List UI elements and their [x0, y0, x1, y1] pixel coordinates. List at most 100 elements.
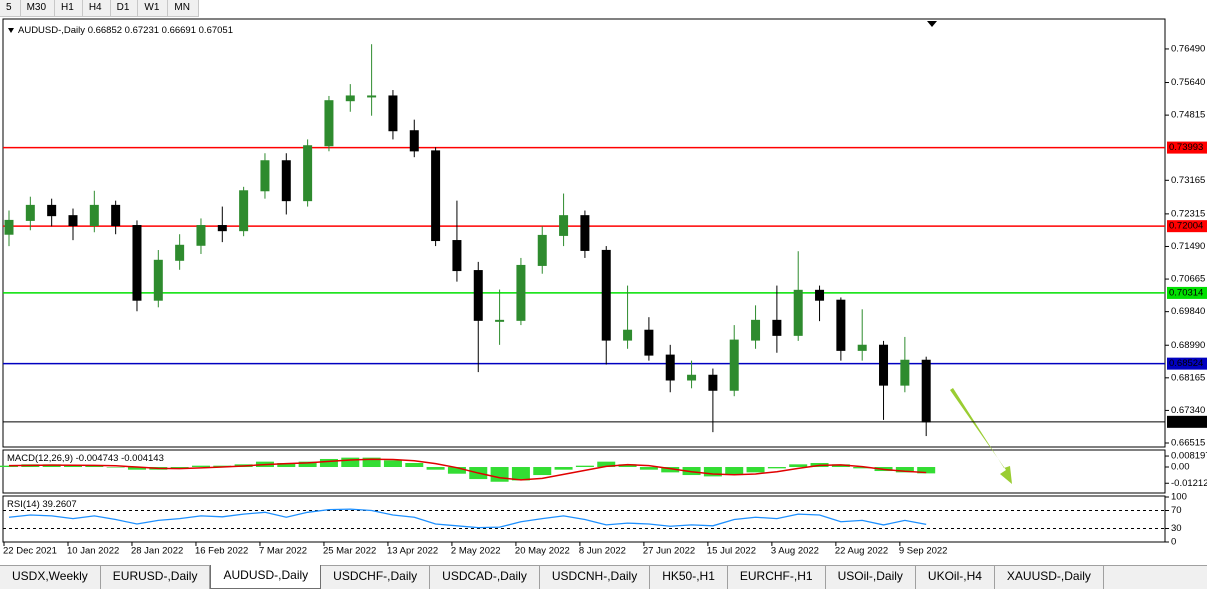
macd-value: -0.004743 [76, 453, 119, 464]
chart-tab[interactable]: USDCAD-,Daily [430, 566, 540, 589]
chart-tab[interactable]: USDCHF-,Daily [321, 566, 431, 589]
candle-body [708, 374, 718, 391]
timeframe-button[interactable]: D1 [111, 0, 139, 16]
x-tick-label: 27 Jun 2022 [643, 546, 695, 557]
high-value: 0.67231 [125, 25, 159, 36]
macd-bar [405, 462, 424, 468]
rsi-line [8, 508, 927, 529]
close-value: 0.67051 [199, 25, 233, 36]
candle-body [729, 339, 739, 391]
x-tick-label: 9 Sep 2022 [899, 546, 948, 557]
candle-body [879, 344, 889, 386]
macd-bar [319, 458, 338, 468]
macd-bar [554, 467, 573, 470]
candle-body [153, 259, 163, 301]
timeframe-button[interactable]: 5 [0, 0, 21, 16]
level-label-bg [1167, 220, 1207, 233]
y-tick-label: 0.69840 [1171, 306, 1205, 317]
main-panel [2, 18, 1166, 448]
level-label-bg [1167, 357, 1207, 370]
y-tick-label: 100 [1171, 492, 1187, 503]
candle-body [815, 289, 825, 301]
rsi-title: RSI(14) [7, 499, 40, 510]
chart-tab[interactable]: UKOil-,H4 [916, 566, 995, 589]
chart-tab[interactable]: HK50-,H1 [650, 566, 728, 589]
y-tick-label: 0.72315 [1171, 208, 1205, 219]
candle-body [68, 215, 78, 227]
macd-bar [447, 467, 466, 474]
chart-tab[interactable]: XAUUSD-,Daily [995, 566, 1104, 589]
macd-bar [767, 467, 786, 469]
x-tick-label: 3 Aug 2022 [771, 546, 819, 557]
candle-body [4, 219, 14, 235]
chart-tab[interactable]: USDCNH-,Daily [540, 566, 651, 589]
candle-body [580, 215, 590, 251]
macd-bar [170, 467, 189, 469]
x-tick-label: 16 Feb 2022 [195, 546, 248, 557]
timeframe-button[interactable]: H1 [55, 0, 83, 16]
x-tick-label: 20 May 2022 [515, 546, 570, 557]
timeframe-button[interactable]: M30 [21, 0, 56, 16]
macd-bar [533, 467, 552, 476]
chart-tab[interactable]: AUDUSD-,Daily [210, 565, 322, 589]
macd-bar [661, 467, 680, 473]
candle-body [196, 225, 206, 246]
candle-body [836, 299, 846, 351]
timeframe-button[interactable]: MN [168, 0, 199, 16]
macd-bar [917, 467, 936, 474]
x-tick-label: 25 Mar 2022 [323, 546, 376, 557]
chart-tab[interactable]: EURUSD-,Daily [101, 566, 211, 589]
candle-body [324, 100, 334, 147]
timeframe-button[interactable]: H4 [83, 0, 111, 16]
candle-body [132, 225, 142, 301]
macd-bar [853, 467, 872, 469]
y-tick-label: 0.73165 [1171, 175, 1205, 186]
candle-body [281, 160, 291, 202]
y-tick-label: 30 [1171, 523, 1182, 534]
candle-body [409, 130, 419, 152]
candle-body [47, 204, 57, 217]
x-tick-label: 13 Apr 2022 [387, 546, 438, 557]
symbol: AUDUSD-,Daily [18, 25, 85, 36]
x-tick-label: 28 Jan 2022 [131, 546, 183, 557]
y-tick-label: 0.70665 [1171, 274, 1205, 285]
macd-bar [85, 465, 104, 468]
chart-header: AUDUSD-,Daily 0.66852 0.67231 0.66691 0.… [18, 25, 233, 36]
level-label-bg [1167, 415, 1207, 428]
candle-body [345, 95, 355, 102]
macd-bar [426, 467, 445, 470]
x-tick-label: 22 Dec 2021 [3, 546, 57, 557]
macd-bar [746, 467, 765, 473]
candle-body [303, 145, 313, 202]
candle-body [516, 264, 526, 321]
timeframe-button[interactable]: W1 [138, 0, 169, 16]
chart-tab[interactable]: USDX,Weekly [0, 566, 101, 589]
candle-body [495, 319, 505, 322]
macd-bar [277, 462, 296, 468]
y-tick-label: 70 [1171, 505, 1182, 516]
y-tick-label: 0.71490 [1171, 241, 1205, 252]
macd-title: MACD(12,26,9) [7, 453, 73, 464]
level-label-bg [1167, 141, 1207, 154]
macd-bar [341, 457, 360, 468]
shift-marker [927, 21, 937, 27]
macd-bar [789, 464, 808, 468]
y-tick-label: 0.75640 [1171, 77, 1205, 88]
candle-body [921, 359, 931, 423]
candle-body [644, 329, 654, 356]
macd-bar [0, 465, 18, 468]
candle-body [388, 95, 398, 132]
chart-tab[interactable]: EURCHF-,H1 [728, 566, 826, 589]
macd-bar [106, 467, 125, 468]
y-tick-label: 0.74815 [1171, 110, 1205, 121]
chart-tabs: USDX,Weekly EURUSD-,Daily AUDUSD-,Daily USD… [0, 565, 1207, 589]
rsi-header: RSI(14) 39.2607 [7, 499, 77, 510]
rsi-value: 39.2607 [42, 499, 76, 510]
x-tick-label: 7 Mar 2022 [259, 546, 307, 557]
y-tick-label: 0.68990 [1171, 340, 1205, 351]
chart-tab[interactable]: USOil-,Daily [826, 566, 916, 589]
y-tick-label: 0.66515 [1171, 438, 1205, 449]
candle-body [25, 204, 35, 221]
